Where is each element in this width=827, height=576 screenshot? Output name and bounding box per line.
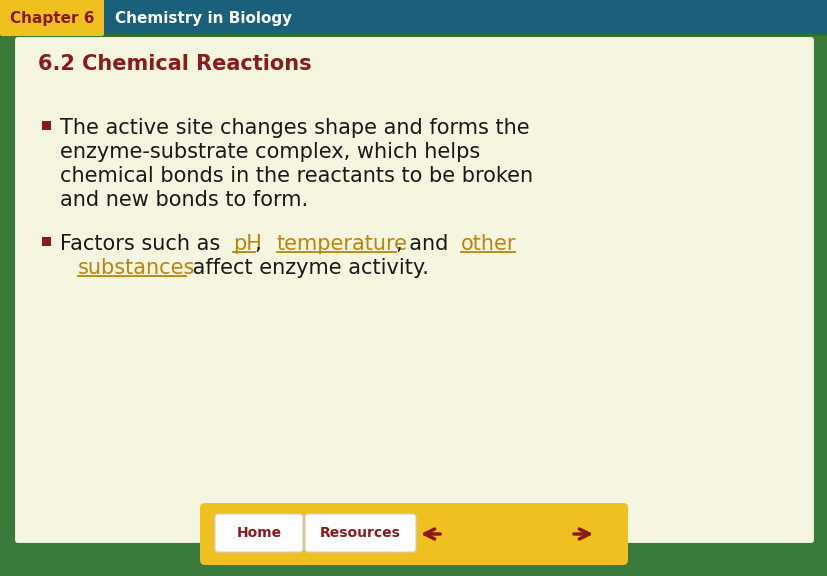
Text: ,: , — [255, 234, 268, 254]
FancyBboxPatch shape — [13, 35, 815, 545]
Text: and new bonds to form.: and new bonds to form. — [60, 190, 308, 210]
Bar — [42, 121, 51, 130]
Text: The active site changes shape and forms the: The active site changes shape and forms … — [60, 118, 529, 138]
Bar — [0, 0, 827, 36]
Bar — [42, 237, 51, 246]
Text: 6.2 Chemical Reactions: 6.2 Chemical Reactions — [38, 54, 311, 74]
Text: Resources: Resources — [320, 526, 400, 540]
Text: affect enzyme activity.: affect enzyme activity. — [186, 258, 428, 278]
Text: enzyme-substrate complex, which helps: enzyme-substrate complex, which helps — [60, 142, 480, 162]
Text: substances: substances — [78, 258, 195, 278]
Text: Factors such as: Factors such as — [60, 234, 227, 254]
FancyBboxPatch shape — [0, 0, 104, 36]
Text: temperature: temperature — [276, 234, 407, 254]
Text: , and: , and — [395, 234, 454, 254]
Bar — [0, 34, 827, 36]
Text: Chemistry in Biology: Chemistry in Biology — [115, 10, 292, 25]
Text: pH: pH — [233, 234, 262, 254]
FancyBboxPatch shape — [215, 514, 303, 552]
Text: other: other — [461, 234, 516, 254]
Text: Home: Home — [237, 526, 281, 540]
Text: Chapter 6: Chapter 6 — [10, 10, 94, 25]
Text: chemical bonds in the reactants to be broken: chemical bonds in the reactants to be br… — [60, 166, 533, 186]
FancyBboxPatch shape — [200, 503, 627, 565]
FancyBboxPatch shape — [304, 514, 415, 552]
